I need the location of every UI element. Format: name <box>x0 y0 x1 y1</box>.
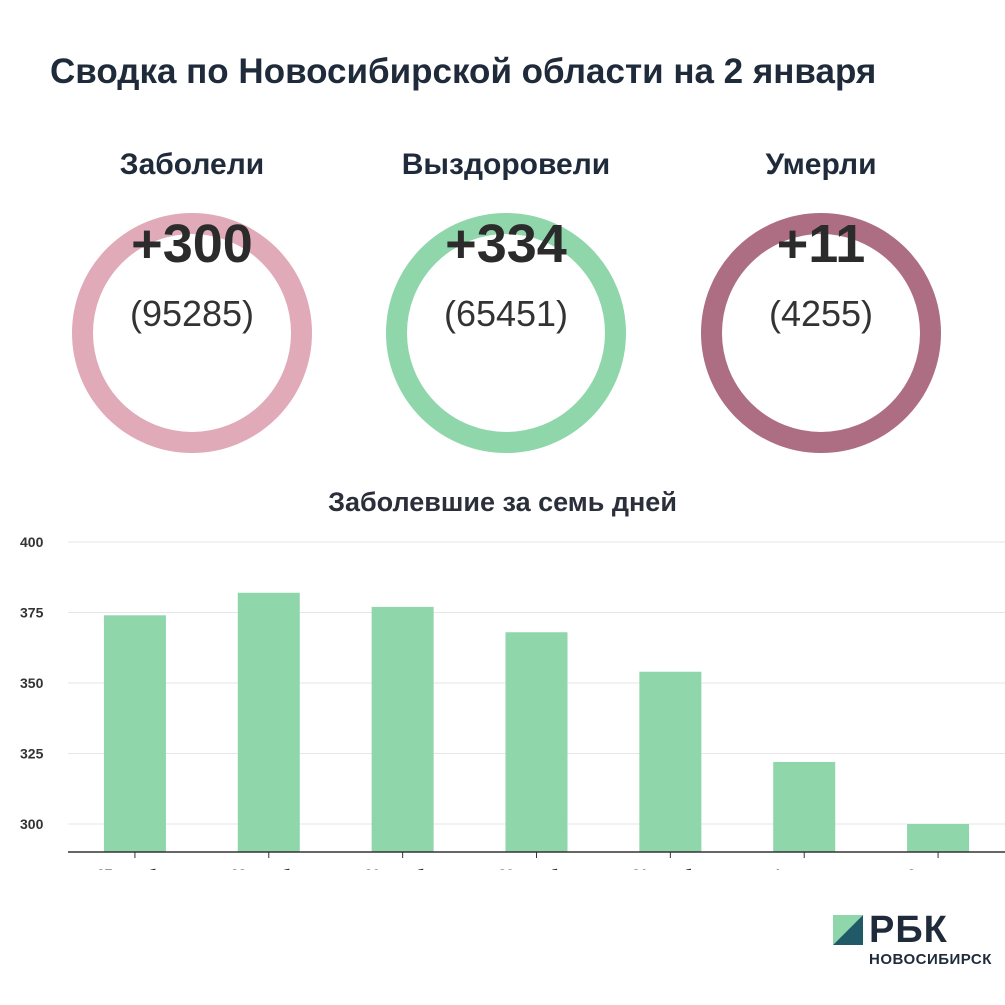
x-tick-label: 29 декабря <box>365 866 441 870</box>
bar <box>773 761 836 852</box>
bar <box>103 615 166 852</box>
bar <box>371 606 434 852</box>
stat-delta: +11 <box>776 214 866 274</box>
stat-delta: +334 <box>445 214 567 274</box>
stat-total: (95285) <box>129 293 255 334</box>
x-tick-label: 31 декабря <box>632 866 708 870</box>
x-tick-label: 27 декабря <box>97 866 173 870</box>
logo-subtitle: НОВОСИБИРСК <box>869 951 992 968</box>
x-tick-label: 2 января <box>908 866 969 870</box>
page-title: Сводка по Новосибирской области на 2 янв… <box>50 52 877 91</box>
bar <box>237 592 300 852</box>
stat-total: (4255) <box>768 293 874 334</box>
stat-label: Заболели <box>119 148 265 181</box>
bar <box>639 671 702 852</box>
x-tick-label: 1 января <box>774 866 835 870</box>
y-tick-label: 375 <box>20 605 44 621</box>
y-tick-label: 350 <box>20 675 44 691</box>
logo-mark-icon <box>833 915 863 945</box>
stat-total: (65451) <box>443 293 569 334</box>
stat-recovered: Выздоровели +334 (65451) <box>356 145 656 453</box>
stat-label: Умерли <box>765 148 877 181</box>
y-tick-label: 325 <box>20 746 44 762</box>
logo-text: РБК <box>869 909 948 951</box>
x-tick-label: 28 декабря <box>231 866 307 870</box>
y-tick-label: 400 <box>20 534 44 550</box>
bar <box>907 824 970 852</box>
stat-label: Выздоровели <box>401 148 611 181</box>
y-tick-label: 300 <box>20 816 44 832</box>
bar <box>505 632 568 852</box>
bar-chart: 300 325 350 375 400 27 декабря 28 декабря 29 де… <box>20 534 1005 870</box>
stat-infected: Заболели +300 (95285) <box>42 145 342 453</box>
stat-deaths: Умерли +11 (4255) <box>671 145 971 453</box>
x-tick-label: 30 декабря <box>498 866 574 870</box>
chart-title: Заболевшие за семь дней <box>328 487 677 517</box>
stat-delta: +300 <box>131 214 253 274</box>
